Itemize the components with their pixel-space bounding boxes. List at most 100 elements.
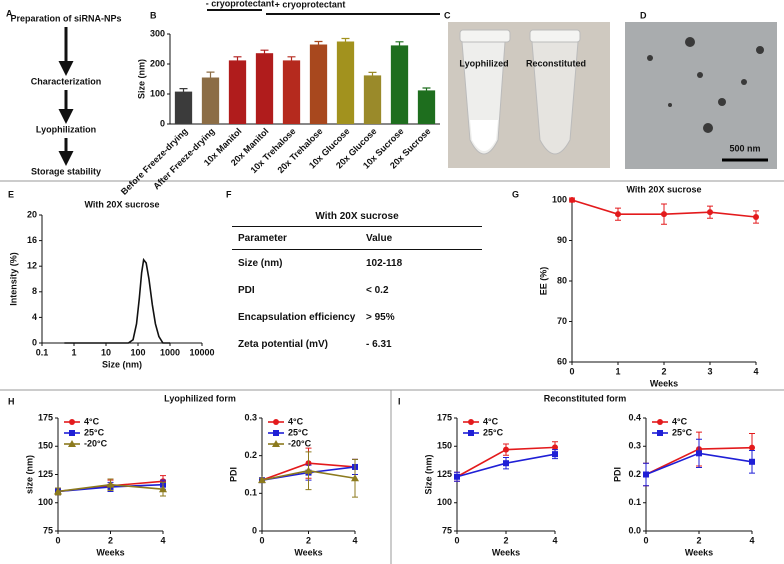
panel-label: E bbox=[8, 189, 14, 199]
panel-label: A bbox=[6, 8, 13, 18]
particles bbox=[647, 37, 764, 133]
marker bbox=[69, 430, 75, 436]
legend-label: 4°C bbox=[483, 416, 499, 426]
x-axis-label: Weeks bbox=[685, 547, 713, 557]
x-tick-label: 0 bbox=[259, 535, 264, 545]
table-row: Size (nm) 102-118 bbox=[232, 250, 482, 277]
tube-cap bbox=[459, 29, 511, 43]
y-tick-label: 0 bbox=[252, 525, 257, 535]
y-tick-label: 0 bbox=[32, 337, 37, 347]
marker bbox=[552, 444, 558, 451]
y-tick-label: 12 bbox=[27, 261, 37, 271]
y-tick-label: 0.4 bbox=[628, 412, 641, 422]
y-tick-label: 16 bbox=[27, 235, 37, 245]
x-tick-label: 0 bbox=[569, 366, 574, 376]
y-tick-label: 20 bbox=[27, 209, 37, 219]
y-tick-label: 60 bbox=[557, 356, 567, 366]
marker bbox=[615, 211, 621, 218]
legend-label: 4°C bbox=[84, 416, 100, 426]
x-tick-label: 2 bbox=[108, 535, 113, 545]
series-line bbox=[64, 257, 170, 344]
y-tick-label: 0.3 bbox=[628, 441, 641, 451]
bar bbox=[309, 44, 328, 124]
tem-image bbox=[625, 22, 777, 169]
marker bbox=[657, 419, 663, 425]
error-bar bbox=[233, 56, 242, 64]
y-tick-label: 0.2 bbox=[244, 450, 257, 460]
legend-label: 25°C bbox=[288, 427, 309, 437]
error-bar bbox=[395, 41, 404, 49]
y-tick-label: 80 bbox=[557, 275, 567, 285]
y-axis-label: PDI bbox=[612, 467, 622, 482]
x-tick-label: 100 bbox=[130, 347, 145, 357]
x-tick-label: 10 bbox=[101, 347, 111, 357]
table-cell: Zeta potential (mV) bbox=[238, 339, 329, 350]
y-tick-label: 0.0 bbox=[628, 525, 641, 535]
marker bbox=[503, 446, 509, 453]
table-header: Parameter Value bbox=[232, 226, 482, 250]
table: With 20X sucrose Parameter Value Size (n… bbox=[232, 208, 482, 358]
x-tick-label: 2 bbox=[661, 366, 666, 376]
y-tick-label: 0 bbox=[160, 118, 165, 128]
marker bbox=[272, 440, 280, 447]
table-cell: < 0.2 bbox=[366, 285, 389, 296]
marker bbox=[273, 419, 279, 425]
y-tick-label: 0.1 bbox=[244, 488, 257, 498]
y-tick-label: 0.3 bbox=[244, 412, 257, 422]
tube-cap bbox=[529, 29, 581, 43]
panel-label: D bbox=[640, 10, 647, 20]
annotation: + cryoprotectant bbox=[275, 0, 346, 9]
bar bbox=[174, 91, 193, 124]
header-cell: Value bbox=[366, 232, 393, 244]
y-tick-label: 150 bbox=[38, 441, 53, 451]
y-tick-label: 300 bbox=[150, 28, 165, 38]
error-bar bbox=[368, 71, 377, 79]
y-tick-label: 0.2 bbox=[628, 469, 641, 479]
x-axis-label: Weeks bbox=[492, 547, 520, 557]
marker bbox=[273, 430, 279, 436]
marker bbox=[304, 466, 313, 474]
x-tick-label: 2 bbox=[503, 535, 508, 545]
table-cell: PDI bbox=[238, 285, 255, 296]
flow-step: Characterization bbox=[31, 76, 102, 86]
marker bbox=[696, 450, 702, 457]
y-axis-label: Size (nm) bbox=[423, 454, 433, 494]
bar bbox=[201, 77, 220, 124]
x-tick-label: 4 bbox=[753, 366, 758, 376]
legend-label: -20°C bbox=[288, 438, 312, 448]
x-tick-label: 4 bbox=[160, 535, 165, 545]
x-axis-label: Weeks bbox=[294, 547, 322, 557]
group-title: Reconstituted form bbox=[544, 393, 627, 403]
marker bbox=[159, 485, 167, 493]
bar bbox=[417, 90, 436, 124]
y-tick-label: 125 bbox=[38, 469, 53, 479]
table-body: Size (nm) 102-118 PDI < 0.2 Encapsulation ef… bbox=[232, 250, 482, 358]
y-tick-label: 90 bbox=[557, 235, 567, 245]
x-tick-label: 1000 bbox=[160, 347, 180, 357]
y-tick-label: 75 bbox=[43, 525, 53, 535]
x-tick-label: 2 bbox=[306, 535, 311, 545]
y-tick-label: 100 bbox=[552, 194, 567, 204]
bar bbox=[336, 41, 355, 124]
table-cell: Encapsulation efficiency bbox=[238, 312, 356, 323]
marker bbox=[454, 473, 460, 480]
bar bbox=[282, 60, 301, 124]
panel-label: I bbox=[398, 396, 401, 406]
y-axis-label: EE (%) bbox=[538, 267, 548, 296]
group-title: Lyophilized form bbox=[164, 393, 236, 403]
x-tick-label: 3 bbox=[707, 366, 712, 376]
y-tick-label: 100 bbox=[38, 497, 53, 507]
y-axis-label: Size (nm) bbox=[136, 59, 146, 99]
y-axis-label: size (nm) bbox=[24, 455, 34, 494]
error-bar bbox=[260, 49, 269, 57]
error-bar bbox=[179, 88, 188, 95]
powder bbox=[470, 120, 498, 151]
x-tick-label: 0.1 bbox=[36, 347, 49, 357]
chart-title: With 20X sucrose bbox=[627, 184, 702, 194]
tube bbox=[531, 41, 579, 155]
table-row: Encapsulation efficiency > 95% bbox=[232, 304, 482, 331]
marker bbox=[552, 451, 558, 458]
x-axis-label: Weeks bbox=[650, 378, 678, 388]
